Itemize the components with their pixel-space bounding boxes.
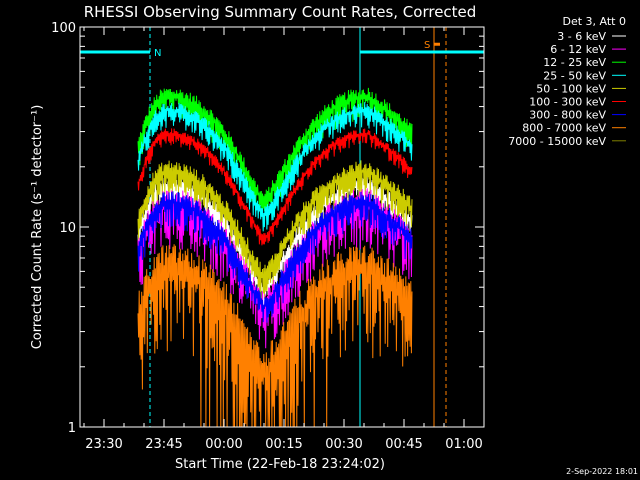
x-tick-label: 23:45 (145, 437, 182, 452)
x-tick-label: 00:00 (205, 437, 242, 452)
chart-title: RHESSI Observing Summary Count Rates, Co… (84, 3, 477, 21)
series-line-4 (137, 102, 413, 232)
series-line-6 (137, 128, 413, 246)
y-tick-label: 100 (51, 21, 76, 36)
data-layer: NS (79, 27, 484, 428)
y-tick-label: 1 (68, 421, 76, 436)
legend-label-4: 25 - 50 keV (543, 69, 606, 82)
x-tick-label: 23:30 (85, 437, 122, 452)
legend-label-2: 6 - 12 keV (550, 43, 606, 56)
legend-label-3: 12 - 25 keV (543, 56, 606, 69)
annotation-label-N: N (154, 48, 161, 59)
legend-header: Det 3, Att 0 (563, 15, 627, 28)
annotation-label-S: S (424, 40, 430, 51)
y-axis-label: Corrected Count Rate (s⁻¹ detector⁻¹) (30, 105, 45, 350)
x-tick-label: 00:15 (265, 437, 302, 452)
legend-label-9: 7000 - 15000 keV (508, 135, 606, 148)
x-axis-label: Start Time (22-Feb-18 23:24:02) (175, 457, 385, 472)
x-tick-label: 00:45 (385, 437, 422, 452)
series-line-5 (137, 160, 413, 299)
x-tick-label: 00:30 (325, 437, 362, 452)
axes-layer: 1 10 100 Corrected Count Rate (s⁻¹ detector… (30, 21, 485, 452)
y-tick-label: 10 (59, 221, 76, 236)
legend-label-6: 100 - 300 keV (529, 96, 606, 109)
generation-timestamp: 2-Sep-2022 18:01 (566, 467, 638, 476)
legend-label-1: 3 - 6 keV (557, 30, 606, 43)
legend-label-5: 50 - 100 keV (536, 82, 606, 95)
series-line-7 (137, 191, 413, 323)
series-line-8 (137, 244, 413, 428)
legend-label-8: 800 - 7000 keV (522, 122, 606, 135)
series-line-2 (137, 188, 413, 349)
x-tick-label: 01:00 (445, 437, 482, 452)
legend-label-7: 300 - 800 keV (529, 109, 606, 122)
